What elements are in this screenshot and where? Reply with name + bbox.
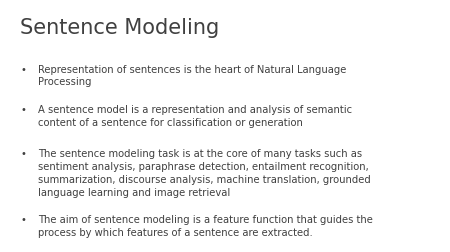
- Text: •: •: [20, 214, 26, 224]
- Text: •: •: [20, 105, 26, 115]
- Text: •: •: [20, 149, 26, 159]
- Text: •: •: [20, 64, 26, 74]
- Text: The sentence modeling task is at the core of many tasks such as
sentiment analys: The sentence modeling task is at the cor…: [38, 149, 371, 197]
- Text: Sentence Modeling: Sentence Modeling: [20, 18, 220, 38]
- Text: The aim of sentence modeling is a feature function that guides the
process by wh: The aim of sentence modeling is a featur…: [38, 214, 373, 237]
- Text: A sentence model is a representation and analysis of semantic
content of a sente: A sentence model is a representation and…: [38, 105, 352, 127]
- Text: Representation of sentences is the heart of Natural Language
Processing: Representation of sentences is the heart…: [38, 64, 346, 87]
